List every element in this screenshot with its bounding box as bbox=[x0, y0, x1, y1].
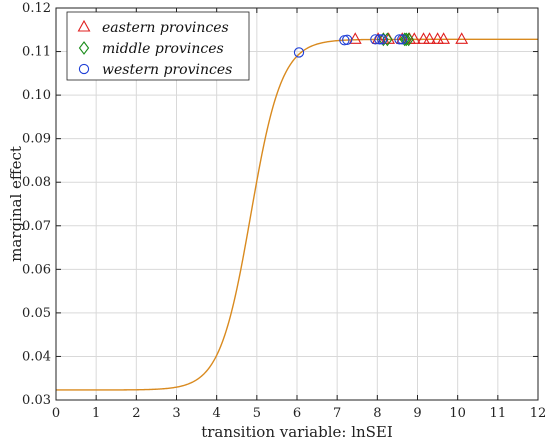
data-point-triangle bbox=[437, 32, 451, 44]
legend-marker-circle bbox=[78, 63, 90, 75]
data-point-triangle bbox=[348, 32, 362, 44]
data-point-circle bbox=[394, 34, 405, 45]
y-tick-label: 0.09 bbox=[22, 132, 51, 147]
x-tick-label: 0 bbox=[52, 406, 60, 421]
legend-label: eastern provinces bbox=[102, 20, 229, 36]
data-point-diamond bbox=[403, 32, 414, 47]
x-tick-label: 11 bbox=[490, 406, 507, 421]
x-tick-label: 8 bbox=[373, 406, 381, 421]
legend-label: western provinces bbox=[102, 62, 232, 78]
x-tick-label: 2 bbox=[132, 406, 140, 421]
y-tick-label: 0.10 bbox=[22, 88, 51, 103]
x-axis-label: transition variable: lnSEI bbox=[201, 423, 393, 441]
x-tick-label: 12 bbox=[530, 406, 547, 421]
y-tick-label: 0.08 bbox=[22, 175, 51, 190]
legend-box bbox=[66, 11, 250, 81]
data-point-circle bbox=[374, 34, 385, 45]
data-point-triangle bbox=[423, 32, 436, 44]
y-tick-label: 0.07 bbox=[22, 219, 51, 234]
legend: eastern provinces middle provinces western… bbox=[66, 11, 250, 81]
y-tick-label: 0.05 bbox=[22, 306, 51, 321]
y-tick-label: 0.04 bbox=[22, 349, 51, 364]
markers-layer bbox=[293, 32, 469, 58]
x-tick-label: 5 bbox=[253, 406, 261, 421]
x-tick-label: 3 bbox=[172, 406, 180, 421]
y-axis-label: marginal effect bbox=[7, 146, 25, 262]
data-point-triangle bbox=[455, 32, 469, 44]
data-point-triangle bbox=[407, 32, 421, 44]
data-point-circle bbox=[397, 34, 408, 45]
x-tick-label: 7 bbox=[333, 406, 341, 421]
data-point-circle bbox=[377, 34, 388, 45]
y-tick-label: 0.12 bbox=[22, 1, 51, 16]
x-tick-label: 4 bbox=[213, 406, 221, 421]
x-tick-label: 6 bbox=[293, 406, 301, 421]
y-tick-label: 0.06 bbox=[22, 262, 51, 277]
axis-ticks: 0 1 2 3 4 5 6 7 8 9 10 11 120.030.040.050.060.070.08… bbox=[22, 1, 546, 421]
data-point-circle bbox=[370, 34, 381, 45]
data-point-diamond bbox=[399, 32, 410, 47]
y-tick-label: 0.11 bbox=[22, 45, 51, 60]
data-point-diamond bbox=[382, 32, 393, 47]
data-point-circle bbox=[342, 34, 353, 45]
data-point-circle bbox=[293, 47, 305, 58]
series-circle-markers bbox=[293, 34, 408, 58]
y-tick-label: 0.03 bbox=[22, 393, 51, 408]
legend-marker-diamond bbox=[78, 41, 90, 55]
series-diamond-markers bbox=[378, 32, 414, 47]
x-tick-label: 1 bbox=[92, 406, 100, 421]
legend-marker-triangle bbox=[77, 19, 91, 32]
x-tick-label: 10 bbox=[449, 406, 466, 421]
x-tick-label: 9 bbox=[413, 406, 421, 421]
legend-label: middle provinces bbox=[102, 41, 224, 57]
